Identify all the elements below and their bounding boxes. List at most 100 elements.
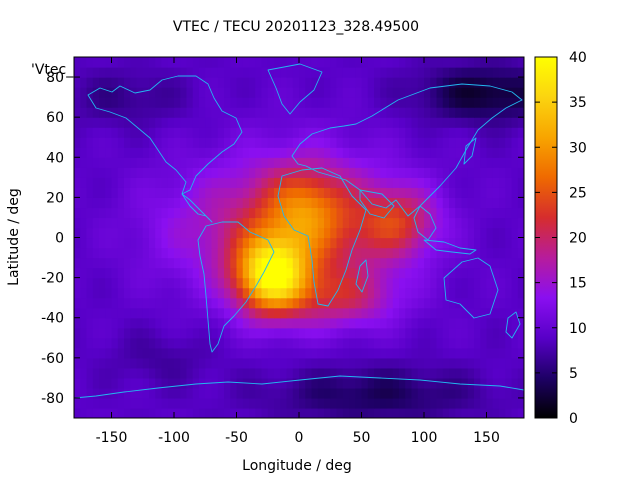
coast-indonesia	[423, 239, 477, 255]
heat-cell	[442, 187, 450, 198]
heat-cell	[405, 97, 413, 108]
heat-cell	[230, 317, 238, 329]
heat-cell	[449, 287, 456, 299]
heat-cell	[136, 107, 144, 118]
heat-cell	[174, 157, 181, 168]
heat-cell	[280, 127, 288, 138]
heat-cell	[205, 107, 213, 118]
heat-cell	[480, 247, 488, 259]
heat-cell	[424, 167, 431, 178]
coast-north-america	[87, 75, 243, 195]
heat-cell	[167, 257, 175, 269]
heat-cell	[74, 257, 81, 269]
heat-cell	[367, 367, 375, 379]
heat-cell	[442, 397, 450, 409]
heat-cell	[311, 87, 319, 98]
heat-cell	[417, 257, 425, 269]
heat-cell	[236, 317, 244, 329]
heat-cell	[411, 297, 419, 309]
heat-cell	[224, 347, 231, 359]
heat-cell	[292, 147, 300, 158]
heat-cell	[174, 127, 181, 138]
heat-cell	[261, 277, 269, 289]
heat-cell	[411, 197, 419, 209]
heat-cell	[192, 337, 200, 349]
heat-cell	[305, 327, 313, 339]
heat-cell	[174, 367, 181, 379]
heat-cell	[342, 207, 350, 219]
heat-cell	[467, 107, 475, 118]
heat-cell	[374, 247, 381, 259]
heat-cell	[74, 237, 81, 249]
heat-cell	[480, 107, 488, 118]
heat-cell	[324, 97, 331, 108]
heat-cell	[186, 297, 194, 309]
heat-cell	[299, 197, 306, 209]
heat-cell	[455, 147, 463, 158]
heat-cell	[261, 197, 269, 209]
heat-cell	[249, 357, 256, 369]
heat-cell	[342, 147, 350, 158]
heat-cell	[205, 277, 213, 289]
heat-cell	[92, 177, 100, 188]
heat-cell	[355, 107, 363, 118]
heat-cell	[86, 97, 94, 108]
heat-cell	[211, 167, 219, 178]
heat-cell	[149, 357, 156, 369]
heat-cell	[386, 87, 394, 98]
heat-cell	[161, 167, 169, 178]
heat-cell	[430, 147, 438, 158]
heat-cell	[124, 187, 131, 198]
heat-cell	[367, 227, 375, 239]
heat-cell	[367, 77, 375, 88]
heat-cell	[142, 217, 150, 229]
heat-cell	[180, 237, 188, 249]
heat-cell	[517, 177, 524, 188]
heat-cell	[492, 177, 500, 188]
heat-cell	[236, 307, 244, 319]
heat-cell	[411, 377, 419, 389]
heat-cell	[392, 147, 400, 158]
heat-cell	[499, 387, 506, 399]
heat-cell	[330, 297, 338, 309]
heat-cell	[192, 147, 200, 158]
heat-cell	[311, 177, 319, 188]
heat-cell	[130, 237, 138, 249]
heat-cell	[274, 247, 281, 259]
heat-cell	[211, 387, 219, 399]
heat-cell	[486, 217, 494, 229]
heat-cell	[449, 397, 456, 409]
heat-cell	[130, 337, 138, 349]
heat-cell	[305, 187, 313, 198]
heat-cell	[399, 237, 406, 249]
heat-cell	[324, 357, 331, 369]
heat-cell	[480, 207, 488, 219]
heat-cell	[436, 127, 444, 138]
heat-cell	[292, 167, 300, 178]
heat-cell	[461, 327, 469, 339]
heat-cell	[174, 177, 181, 188]
heat-cell	[324, 247, 331, 259]
heat-cell	[361, 317, 369, 329]
heat-cell	[292, 317, 300, 329]
heat-cell	[142, 297, 150, 309]
heat-cell	[267, 357, 275, 369]
heat-cell	[99, 157, 106, 168]
heat-cell	[136, 167, 144, 178]
heat-cell	[386, 67, 394, 78]
heat-cell	[436, 187, 444, 198]
heat-cell	[330, 317, 338, 329]
heat-cell	[217, 217, 225, 229]
heat-cell	[261, 387, 269, 399]
heat-cell	[286, 147, 294, 158]
heat-cell	[149, 197, 156, 209]
heat-cell	[261, 407, 269, 418]
heat-cell	[430, 347, 438, 359]
heat-cell	[336, 297, 344, 309]
heat-cell	[299, 227, 306, 239]
heat-cell	[224, 257, 231, 269]
heat-cell	[274, 347, 281, 359]
heat-cell	[124, 247, 131, 259]
heat-cell	[130, 227, 138, 239]
heat-cell	[511, 397, 519, 409]
